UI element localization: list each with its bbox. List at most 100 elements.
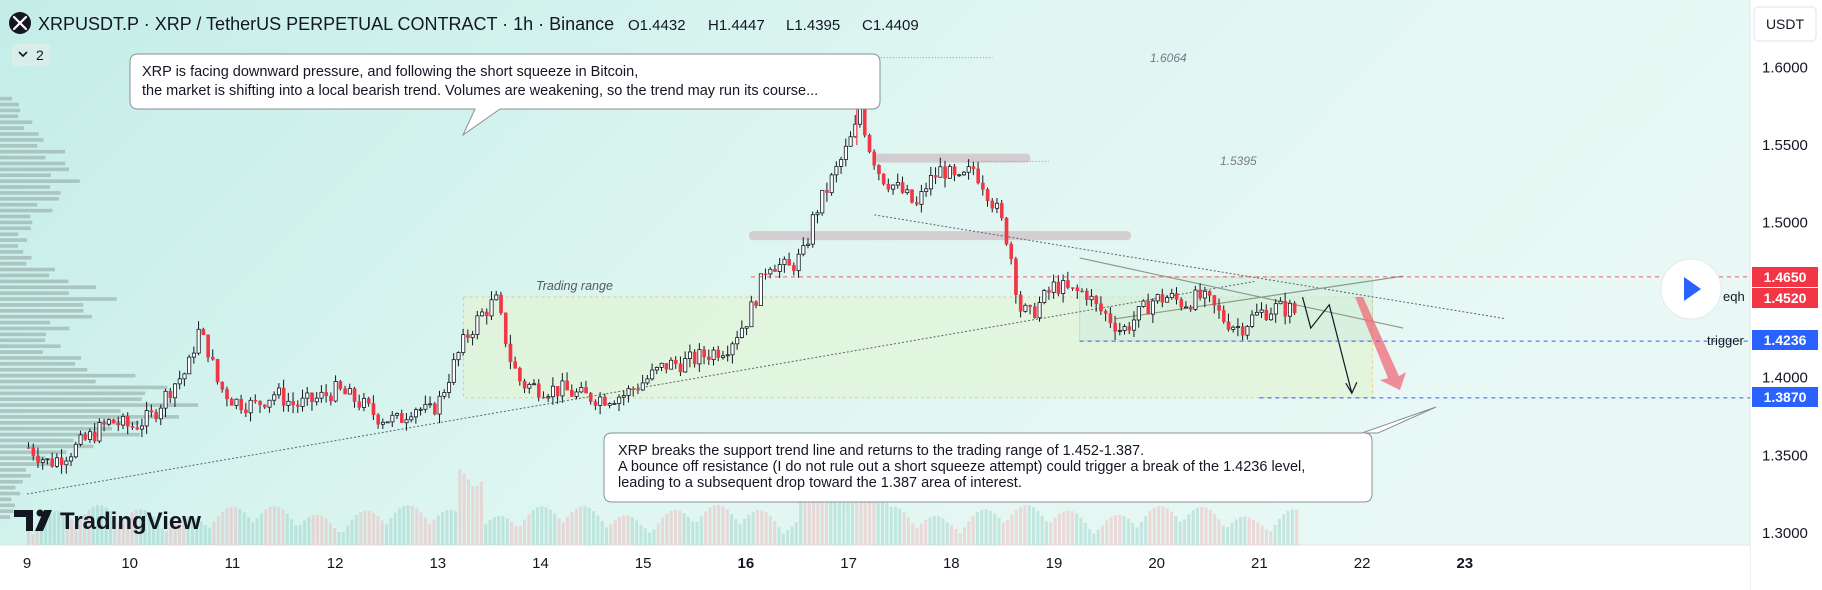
candle-body bbox=[182, 373, 187, 380]
volume-bar bbox=[527, 514, 531, 545]
top-note-line-2: the market is shifting into a local bear… bbox=[142, 83, 818, 99]
y-tick-label: 1.3000 bbox=[1762, 525, 1808, 542]
volume-bar bbox=[108, 511, 112, 545]
candle-body bbox=[1127, 326, 1132, 331]
svg-text:1.4520: 1.4520 bbox=[1764, 290, 1807, 306]
volume-bar bbox=[281, 509, 285, 545]
svg-text:1.4236: 1.4236 bbox=[1764, 332, 1807, 348]
volume-bar bbox=[177, 521, 181, 545]
volume-bar bbox=[971, 516, 975, 545]
candle-body bbox=[466, 334, 470, 338]
symbol-title[interactable]: XRPUSDT.P · XRP / TetherUS PERPETUAL CON… bbox=[38, 14, 614, 34]
volume-bar bbox=[604, 527, 608, 545]
resistance-marker-label: 1.5395 bbox=[1220, 154, 1257, 168]
candle-body bbox=[924, 188, 929, 192]
volume-bar bbox=[471, 486, 475, 545]
volume-profile-bar bbox=[0, 503, 15, 508]
volume-profile-bar bbox=[0, 208, 53, 213]
svg-text:1.3870: 1.3870 bbox=[1764, 389, 1807, 405]
volume-bar bbox=[510, 521, 514, 545]
candle-body bbox=[829, 174, 834, 194]
candle-body bbox=[877, 164, 881, 175]
chevron-down-icon bbox=[18, 51, 28, 58]
candle-body bbox=[343, 388, 347, 395]
candle-body bbox=[702, 349, 706, 358]
volume-bar bbox=[147, 512, 151, 545]
bottom-note-line-1: XRP breaks the support trend line and re… bbox=[618, 443, 1144, 459]
candle-body bbox=[1202, 290, 1207, 299]
volume-profile-bar bbox=[0, 114, 19, 119]
volume-bar bbox=[617, 517, 621, 545]
candle-body bbox=[503, 312, 508, 345]
volume-profile-bar bbox=[0, 438, 74, 443]
volume-bar bbox=[906, 517, 910, 545]
volume-bar bbox=[1092, 533, 1096, 545]
candle-body bbox=[1155, 294, 1160, 302]
candle-body bbox=[187, 356, 192, 375]
candle-body bbox=[654, 367, 659, 371]
candle-body bbox=[1283, 301, 1288, 317]
volume-bar bbox=[997, 517, 1001, 545]
candle-body bbox=[404, 419, 409, 424]
candle-body bbox=[645, 378, 650, 384]
indicators-toggle-button[interactable]: 2 bbox=[12, 44, 50, 66]
candle-body bbox=[900, 182, 905, 193]
candle-body bbox=[1212, 295, 1217, 306]
volume-profile-bar bbox=[0, 397, 142, 402]
candle-body bbox=[73, 443, 78, 458]
resistance-zones bbox=[748, 153, 1132, 241]
volume-bar bbox=[454, 511, 458, 545]
volume-bar bbox=[393, 512, 397, 545]
volume-profile-bar bbox=[0, 155, 46, 160]
replay-play-button[interactable] bbox=[1660, 258, 1722, 320]
candle-body bbox=[499, 294, 503, 314]
candle-body bbox=[664, 363, 669, 370]
volume-bar bbox=[1204, 507, 1208, 545]
volume-bar bbox=[725, 509, 729, 545]
candle-body bbox=[291, 401, 295, 406]
candle-body bbox=[470, 334, 475, 339]
candle-body bbox=[943, 166, 947, 179]
volume-bar bbox=[497, 515, 501, 545]
volume-bar bbox=[859, 465, 863, 545]
volume-bar bbox=[1066, 510, 1070, 545]
volume-profile-bar bbox=[0, 379, 96, 384]
y-tick-label: 1.6000 bbox=[1762, 60, 1808, 77]
volume-bar bbox=[639, 525, 643, 545]
candle-body bbox=[423, 403, 428, 410]
x-tick-label: 15 bbox=[635, 555, 652, 572]
volume-bar bbox=[1079, 517, 1083, 545]
candle-body bbox=[144, 410, 149, 427]
candle-body bbox=[248, 399, 253, 414]
volume-bar bbox=[893, 506, 897, 545]
volume-profile-bar bbox=[0, 285, 96, 290]
candle-body bbox=[513, 361, 517, 369]
volume-bar bbox=[876, 470, 880, 545]
candle-body bbox=[810, 214, 815, 245]
volume-bar bbox=[799, 473, 803, 545]
volume-profile-bar bbox=[0, 96, 12, 101]
volume-profile-bar bbox=[0, 497, 12, 502]
candle-body bbox=[456, 352, 461, 361]
currency-button[interactable]: USDT bbox=[1753, 6, 1817, 42]
volume-bar bbox=[1131, 522, 1135, 545]
volume-bar bbox=[945, 522, 949, 545]
volume-bar bbox=[1044, 521, 1048, 545]
candle-body bbox=[744, 326, 749, 329]
volume-profile-bar bbox=[0, 279, 69, 284]
volume-bar bbox=[566, 516, 570, 545]
volume-bar bbox=[143, 510, 147, 545]
candle-body bbox=[754, 301, 758, 306]
volume-bar bbox=[902, 512, 906, 545]
x-tick-label: 17 bbox=[840, 555, 857, 572]
candle-body bbox=[872, 151, 877, 166]
volume-bar bbox=[57, 511, 61, 545]
volume-bar bbox=[139, 509, 143, 545]
candle-body bbox=[447, 382, 452, 393]
volume-bar bbox=[691, 521, 695, 545]
candle-body bbox=[678, 363, 683, 373]
candle-body bbox=[395, 413, 400, 416]
candle-body bbox=[485, 311, 489, 317]
volume-profile-bar bbox=[0, 261, 27, 266]
candle-body bbox=[834, 165, 839, 176]
